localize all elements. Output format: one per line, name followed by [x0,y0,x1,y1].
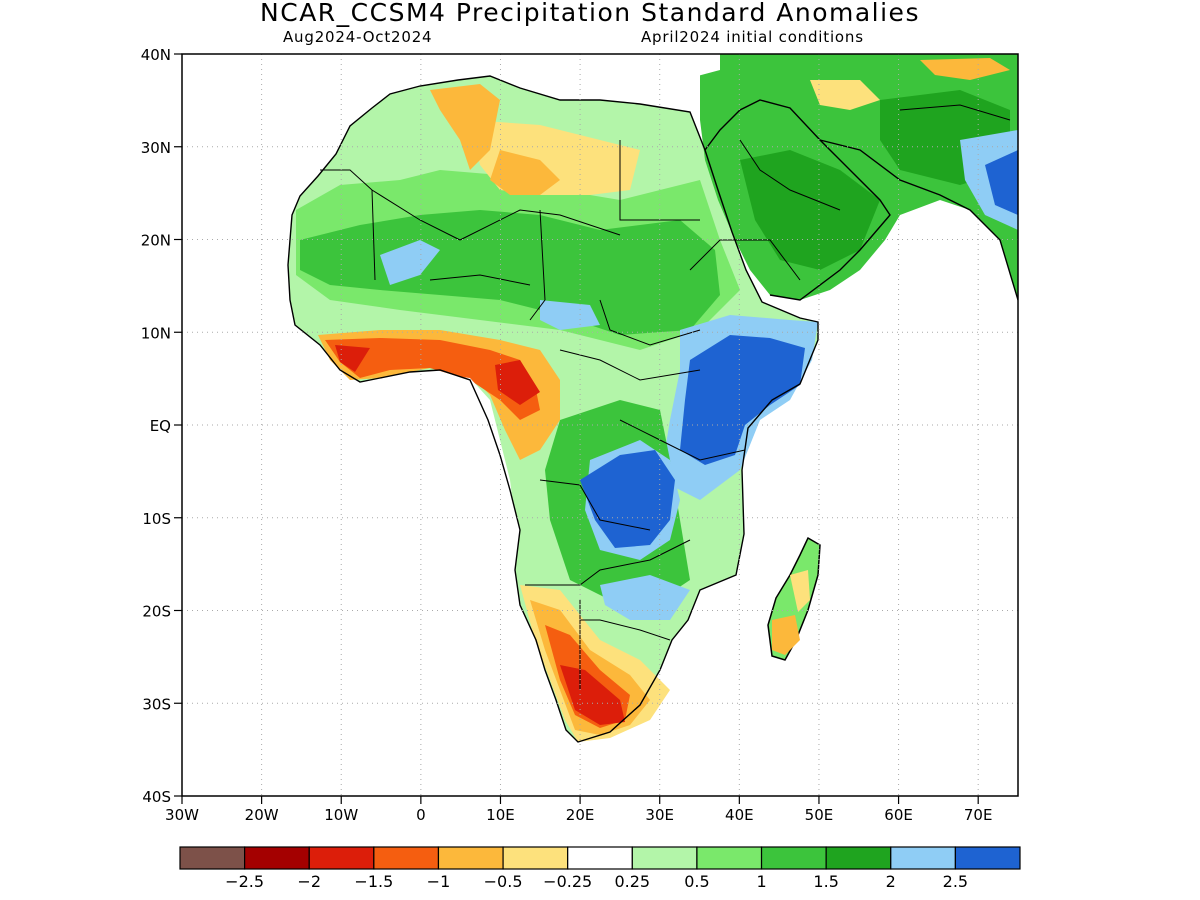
initial-conditions: April2024 initial conditions [641,28,864,46]
legend-label: −1 [427,872,451,891]
legend-label: 2.5 [943,872,968,891]
legend-label: 1.5 [813,872,838,891]
legend-swatch [825,846,892,870]
lon-tick-label: 20W [245,806,279,824]
legend-swatch [373,846,440,870]
legend-swatch [179,846,246,870]
longitude-axis: 30W 20W 10W 0 10E 20E 30E 40E 50E 60E 70E [165,796,992,824]
legend-swatch [437,846,504,870]
legend-swatch [244,846,310,870]
forecast-period: Aug2024-Oct2024 [283,28,433,46]
lon-tick-label: 30W [165,806,199,824]
lat-tick-label: 40S [142,788,171,806]
lat-tick-label: 40N [141,46,171,64]
legend-swatch [890,846,956,870]
legend-label: 2 [886,872,896,891]
lat-tick-label: 30S [142,695,171,713]
legend-label: 1 [756,872,766,891]
legend-label: −2.5 [225,872,264,891]
legend-swatch [760,846,827,870]
lat-tick-label: 20S [142,603,171,621]
lon-tick-label: 10E [486,806,515,824]
map-title: NCAR_CCSM4 Precipitation Standard Anomal… [260,0,920,27]
lon-tick-label: 0 [416,806,426,824]
color-legend: −2.5 −2 −1.5 −1 −0.5 −0.25 0.25 0.5 1 1.5 2 2.5 [179,846,1021,891]
lat-tick-label: 10N [141,324,171,342]
lon-tick-label: 50E [805,806,834,824]
legend-label: −0.25 [543,872,592,891]
lat-tick-label: 30N [141,139,171,157]
map-grid [182,54,1018,796]
lon-tick-label: 30E [645,806,674,824]
lat-tick-label: 10S [142,510,171,528]
lon-tick-label: 70E [964,806,993,824]
legend-label: −1.5 [354,872,393,891]
legend-label: 0.5 [684,872,709,891]
latitude-axis: 40N 30N 20N 10N EQ 10S 20S 30S 40S [141,46,182,806]
legend-swatch [502,846,569,870]
legend-swatch [308,846,375,870]
legend-label: −2 [297,872,321,891]
lat-tick-label: 20N [141,232,171,250]
anomaly-patches [182,54,1018,796]
lon-tick-label: 40E [725,806,754,824]
legend-label: −0.5 [484,872,523,891]
lon-tick-label: 10W [324,806,358,824]
lon-tick-label: 20E [566,806,595,824]
lon-tick-label: 60E [884,806,913,824]
legend-swatch [954,846,1021,870]
lat-tick-label: EQ [150,417,171,435]
legend-swatch [631,846,698,870]
legend-swatch [567,846,633,870]
legend-swatch [696,846,763,870]
map-body [182,54,1018,796]
legend-label: 0.25 [614,872,650,891]
